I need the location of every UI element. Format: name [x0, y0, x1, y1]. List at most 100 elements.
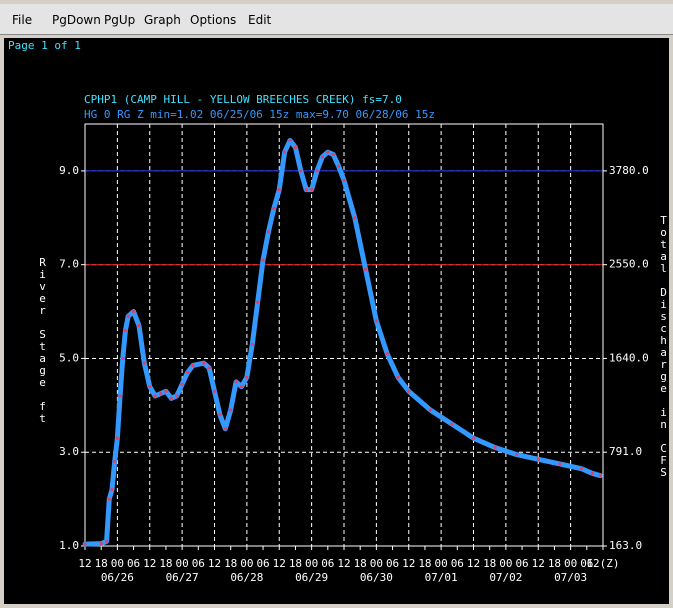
- x-tick-label: 00: [564, 557, 577, 570]
- data-point: [153, 394, 157, 398]
- data-point: [123, 328, 128, 332]
- date-label: 07/03: [554, 571, 587, 584]
- x-tick-label: 06: [192, 557, 205, 570]
- data-point: [229, 408, 233, 412]
- data-point: [536, 457, 540, 461]
- x-tick-label: 06: [515, 557, 528, 570]
- data-point: [113, 460, 117, 464]
- date-label: 06/29: [295, 571, 328, 584]
- data-point: [407, 389, 411, 393]
- x-tick-label: 18: [95, 557, 108, 570]
- x-tick-label: 12: [467, 557, 480, 570]
- data-point: [131, 309, 136, 314]
- y2-tick-label: 1640.0: [609, 351, 649, 364]
- x-tick-label: 00: [111, 557, 124, 570]
- data-point: [169, 396, 173, 400]
- data-point: [331, 152, 335, 157]
- x-tick-label: 00: [240, 557, 253, 570]
- date-label: 06/30: [360, 571, 393, 584]
- x-tick-label: 06: [386, 557, 399, 570]
- x-tick-label: 12: [143, 557, 156, 570]
- data-point: [277, 188, 281, 192]
- data-point: [293, 145, 298, 150]
- y-tick-label: 7.0: [59, 258, 79, 271]
- y2-tick-label: 2550.0: [609, 258, 649, 271]
- data-point: [185, 370, 190, 375]
- data-point: [515, 452, 519, 457]
- date-label: 07/01: [425, 571, 458, 584]
- y2-tick-label: 3780.0: [609, 164, 649, 177]
- data-point: [590, 471, 594, 475]
- menu-item[interactable]: Options: [190, 13, 237, 27]
- x-tick-label: 06: [256, 557, 269, 570]
- x-tick-label: 12: [532, 557, 545, 570]
- data-point: [110, 488, 114, 492]
- graph-panel: [4, 38, 669, 604]
- data-point: [121, 356, 125, 361]
- x-tick-label: 00: [305, 557, 318, 570]
- y-tick-label: 1.0: [59, 539, 79, 552]
- x-tick-label: 06: [580, 557, 593, 570]
- data-point: [353, 216, 357, 220]
- date-label: 06/26: [101, 571, 134, 584]
- data-point: [245, 375, 249, 379]
- chart-subtitle: HG 0 RG Z min=1.02 06/25/06 15z max=9.70…: [84, 108, 435, 121]
- data-point: [363, 267, 368, 271]
- menu-item[interactable]: Edit: [248, 13, 272, 27]
- data-point: [142, 361, 146, 365]
- data-point: [304, 188, 308, 192]
- x-tick-label: 00: [499, 557, 512, 570]
- data-point: [218, 413, 222, 417]
- x-tick-label: 18: [418, 557, 431, 570]
- menu-bar: File PgDown PgUp Graph Options Edit: [0, 4, 673, 35]
- plot-frame: [84, 123, 604, 547]
- x-tick-label: 12: [78, 557, 91, 570]
- date-label: 06/27: [166, 571, 199, 584]
- data-point: [115, 436, 119, 440]
- y-tick-label: 3.0: [59, 445, 79, 458]
- data-point: [202, 361, 206, 365]
- data-point: [396, 375, 400, 379]
- data-point: [207, 366, 211, 370]
- data-point: [283, 150, 287, 154]
- data-point: [558, 462, 562, 466]
- data-point: [428, 408, 432, 412]
- data-point: [256, 300, 260, 304]
- menu-item[interactable]: PgUp: [104, 13, 136, 27]
- x-tick-label: 12: [273, 557, 286, 570]
- data-point: [83, 542, 87, 546]
- data-point: [164, 389, 168, 393]
- x-tick-label: 18: [483, 557, 496, 570]
- x-tick-label: 00: [370, 557, 383, 570]
- data-point: [315, 169, 319, 173]
- x-tick-label: 06: [321, 557, 334, 570]
- data-point: [471, 436, 476, 440]
- menu-item[interactable]: Graph: [144, 13, 181, 27]
- data-point: [175, 394, 179, 398]
- x-tick-label: 12: [402, 557, 415, 570]
- menu-item[interactable]: PgDown: [52, 13, 101, 27]
- y-axis-label: River Stage ft: [36, 256, 49, 424]
- data-point: [126, 314, 130, 318]
- data-point: [191, 363, 195, 368]
- x-tick-label: 18: [224, 557, 237, 570]
- data-point: [137, 324, 141, 328]
- y-tick-label: 9.0: [59, 164, 79, 177]
- menu-item[interactable]: File: [12, 13, 33, 27]
- page-label: Page 1 of 1: [8, 39, 81, 52]
- data-point: [239, 384, 244, 389]
- data-point: [337, 164, 341, 168]
- y2-tick-label: 791.0: [609, 445, 642, 458]
- data-point: [223, 427, 227, 431]
- x-tick-label: 18: [289, 557, 302, 570]
- date-label: 07/02: [489, 571, 522, 584]
- data-point: [99, 542, 103, 546]
- data-point: [148, 384, 152, 389]
- data-point: [107, 497, 111, 501]
- data-point: [342, 178, 346, 182]
- x-tick-label: 12: [337, 557, 350, 570]
- date-label: 06/28: [230, 571, 263, 584]
- data-point: [326, 150, 330, 154]
